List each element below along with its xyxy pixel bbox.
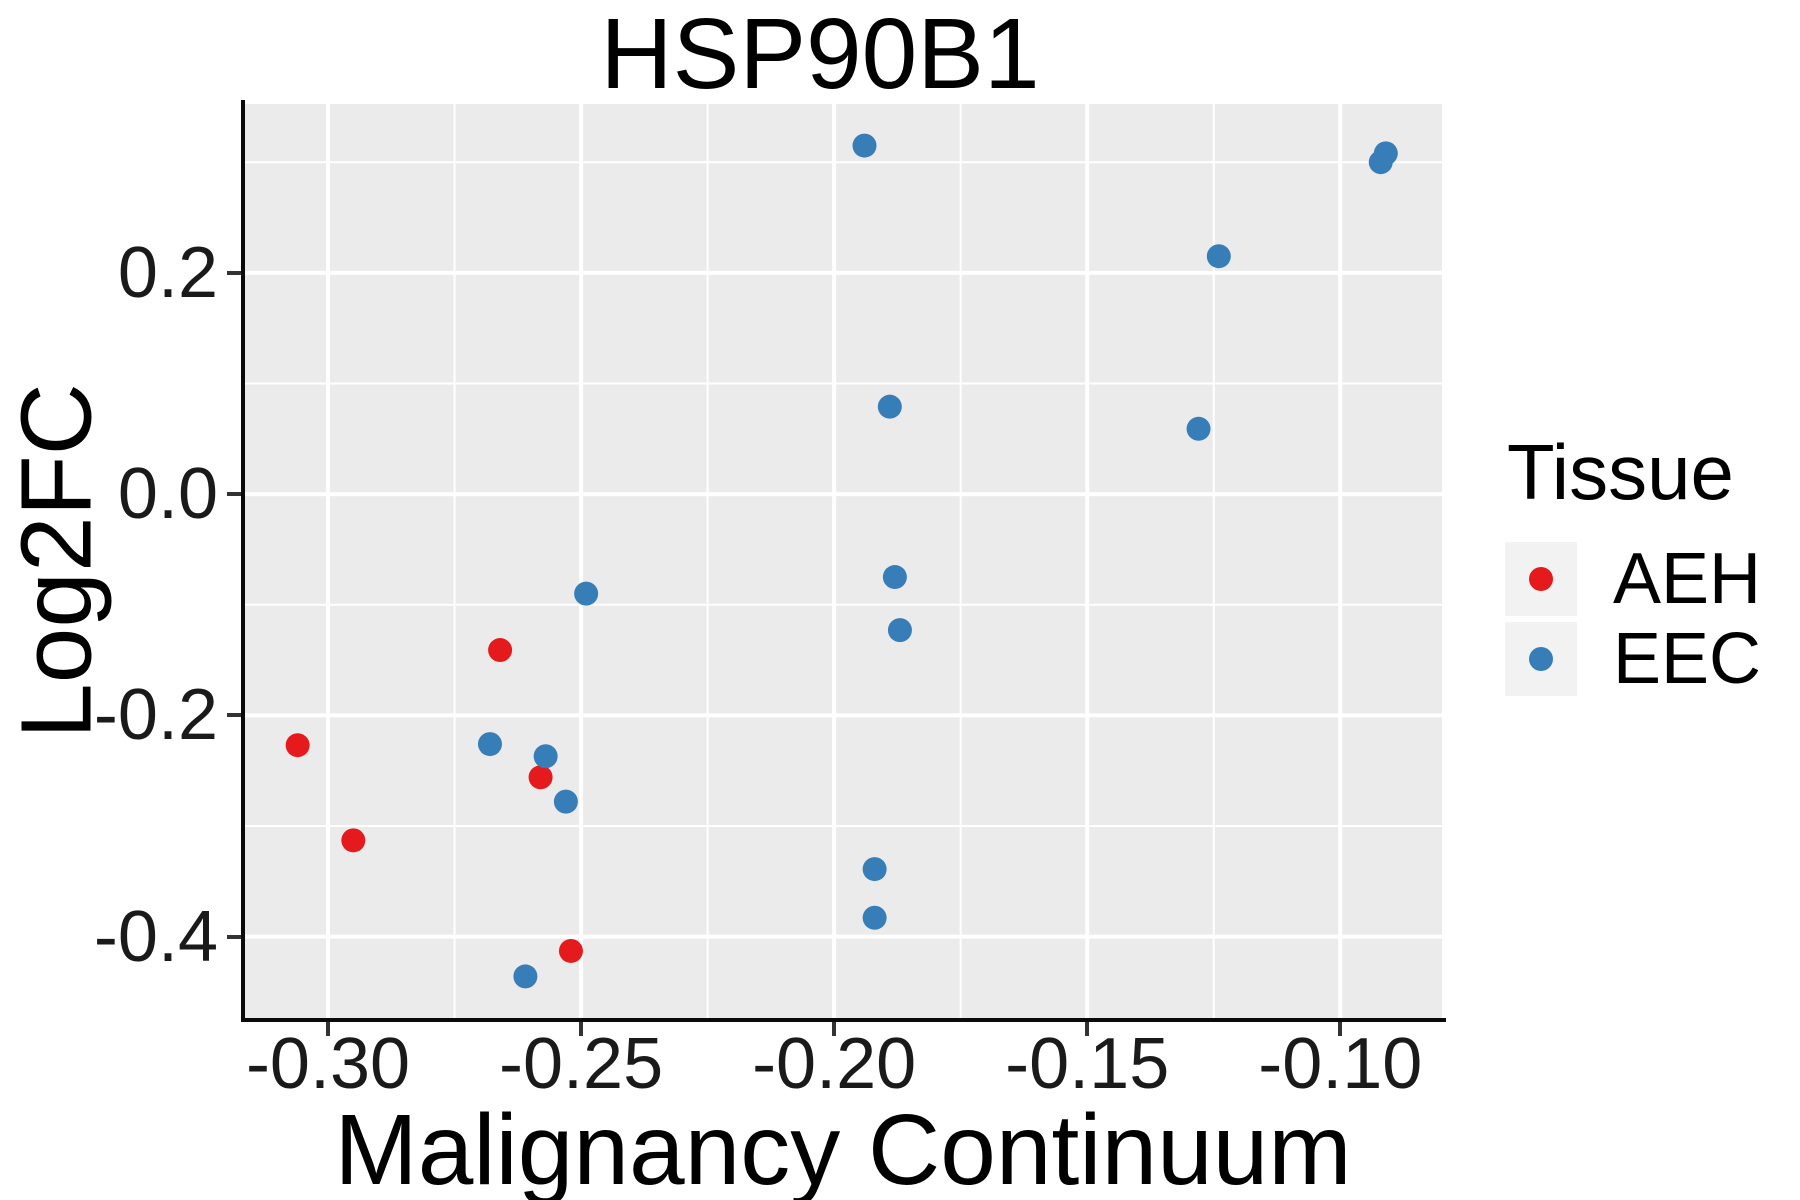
data-point-aeh xyxy=(488,638,513,663)
legend-label: EEC xyxy=(1613,618,1762,699)
x-tick-mark xyxy=(832,1022,837,1036)
legend-key xyxy=(1505,541,1577,616)
y-tick-label: -0.4 xyxy=(93,896,218,977)
x-axis-title: Malignancy Continuum xyxy=(334,1094,1352,1200)
data-point-eec xyxy=(852,133,877,158)
legend-entry-eec: EEC xyxy=(1505,618,1762,699)
legend-title: Tissue xyxy=(1507,428,1734,516)
scatter-canvas xyxy=(245,104,1442,1018)
legend-entries: AEH EEC xyxy=(1505,538,1762,699)
y-tick-label: 0.2 xyxy=(117,232,218,313)
legend-key xyxy=(1505,621,1577,696)
plot-title: HSP90B1 xyxy=(600,0,1040,110)
legend-label: AEH xyxy=(1613,538,1762,619)
data-point-eec xyxy=(533,744,558,769)
x-axis-line xyxy=(241,1018,1446,1022)
data-point-eec xyxy=(862,857,887,882)
data-point-eec xyxy=(887,618,912,643)
x-tick-mark xyxy=(1338,1022,1343,1036)
legend-dot-icon xyxy=(1529,566,1553,591)
x-tick-mark xyxy=(579,1022,584,1036)
y-tick-mark xyxy=(227,270,241,275)
data-point-eec xyxy=(882,565,907,590)
x-tick-label: -0.10 xyxy=(1258,1024,1423,1104)
data-point-eec xyxy=(1206,244,1231,269)
data-point-aeh xyxy=(528,765,553,790)
data-point-eec xyxy=(553,789,578,814)
plot-panel xyxy=(245,104,1442,1018)
data-point-eec xyxy=(1373,141,1398,166)
legend-dot-icon xyxy=(1529,646,1553,671)
x-tick-label: -0.25 xyxy=(499,1024,664,1104)
data-point-eec xyxy=(513,964,538,989)
x-tick-mark xyxy=(326,1022,330,1036)
y-tick-mark xyxy=(227,713,241,718)
legend: Tissue AEH EEC xyxy=(1505,428,1762,702)
data-point-aeh xyxy=(285,733,310,758)
x-tick-label: -0.20 xyxy=(752,1024,917,1104)
y-tick-label: -0.2 xyxy=(93,675,218,756)
data-point-eec xyxy=(574,581,599,606)
y-tick-label: 0.0 xyxy=(117,454,218,535)
data-point-eec xyxy=(862,905,887,930)
x-tick-label: -0.30 xyxy=(245,1024,411,1104)
x-tick-label: -0.15 xyxy=(1005,1024,1170,1104)
y-tick-mark xyxy=(227,934,241,939)
y-tick-mark xyxy=(227,492,241,497)
data-point-eec xyxy=(877,394,902,419)
data-point-aeh xyxy=(558,938,583,963)
x-tick-mark xyxy=(1085,1022,1090,1036)
data-point-eec xyxy=(477,732,502,757)
data-point-aeh xyxy=(341,828,366,853)
y-axis-title: Log2FC xyxy=(0,383,113,739)
y-axis-line xyxy=(241,100,245,1022)
legend-entry-aeh: AEH xyxy=(1505,538,1762,619)
data-point-eec xyxy=(1186,416,1211,441)
